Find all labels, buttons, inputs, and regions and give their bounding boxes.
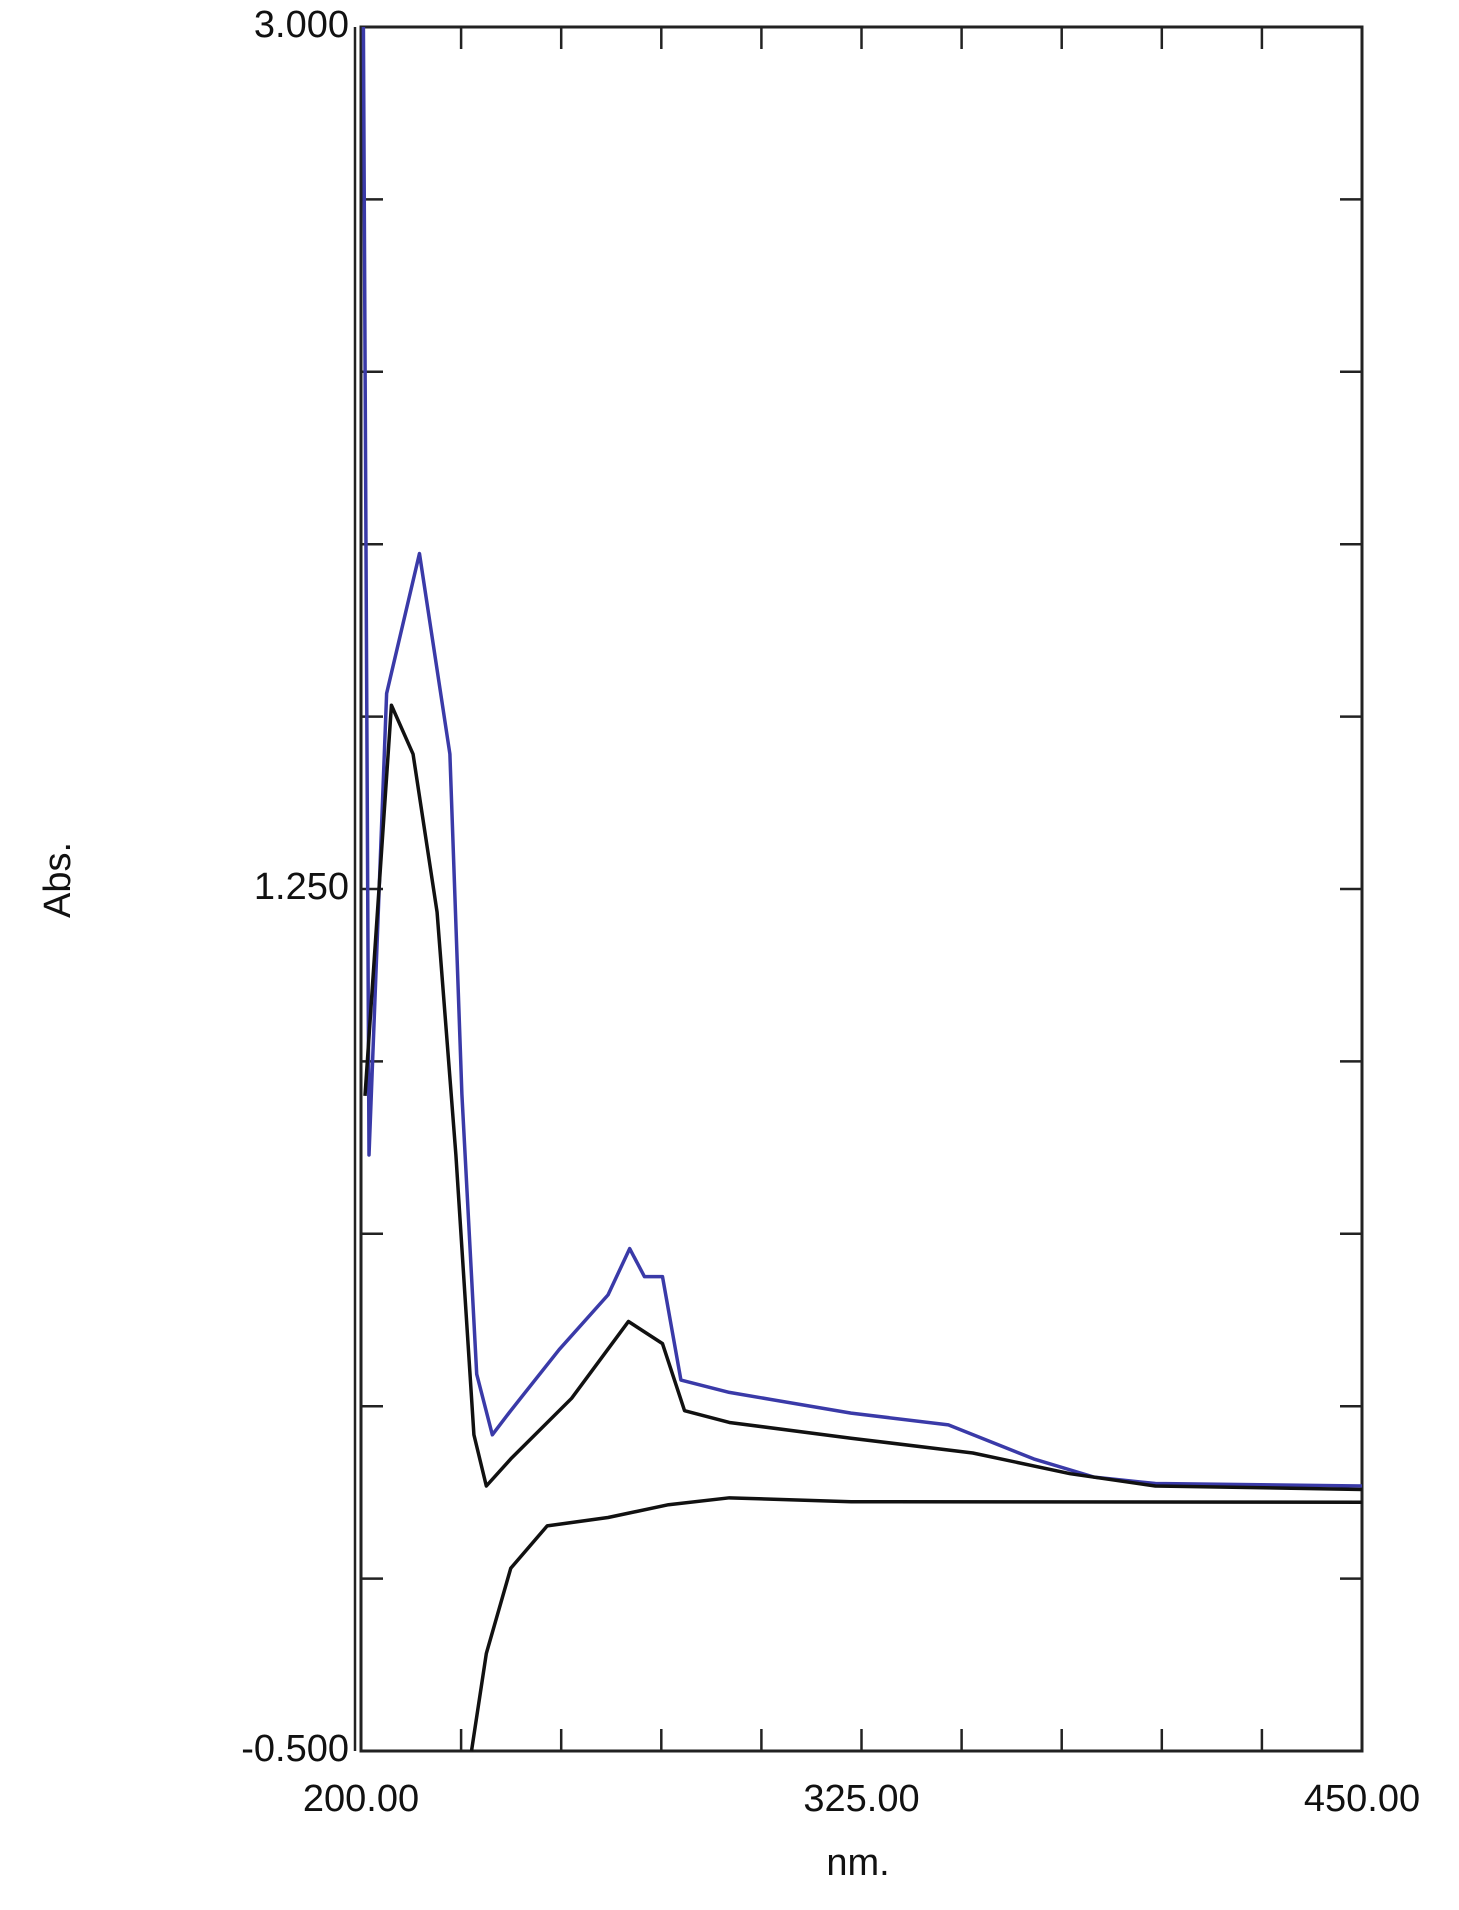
x-tick-label: 325.00 [803,1778,919,1820]
x-tick-label: 200.00 [303,1778,419,1820]
y-axis-label: Abs. [37,842,79,918]
x-tick-label: 450.00 [1304,1778,1420,1820]
y-tick-label: -0.500 [241,1728,349,1770]
spectrum-line [363,703,1363,1492]
y-tick-label: 1.250 [254,866,349,908]
spectrum-line [361,26,1363,1488]
y-tick-label: 3.000 [254,4,349,46]
spectrum-line [469,1496,1363,1752]
plot-frame [359,25,1364,1753]
x-axis-label: nm. [826,1842,889,1884]
